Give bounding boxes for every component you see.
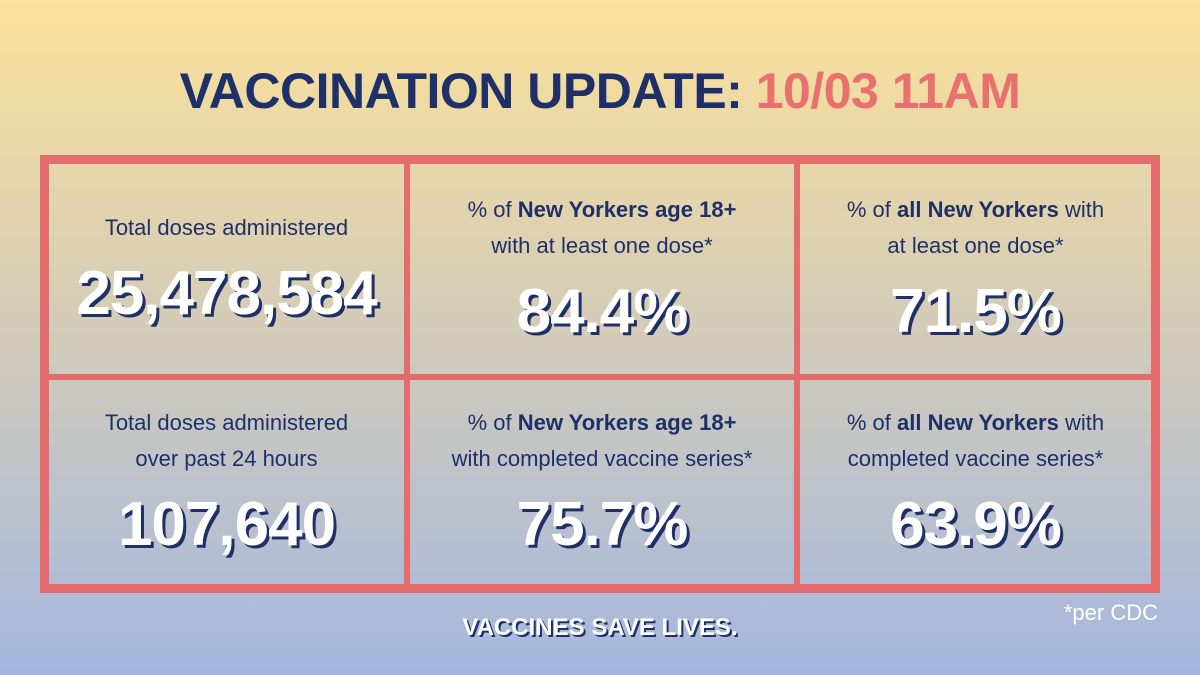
label-line: % of all New Yorkers with: [847, 405, 1104, 441]
label-part: over past 24 hours: [135, 445, 318, 471]
label-line: % of New Yorkers age 18+: [452, 405, 753, 441]
slogan: VACCINES SAVE LIVES.: [462, 614, 738, 641]
label-part: completed vaccine series*: [847, 445, 1104, 471]
label-part: all New Yorkers: [897, 409, 1059, 435]
label-part: Total doses administered: [104, 214, 349, 240]
stat-label: % of New Yorkers age 18+ with completed v…: [452, 405, 753, 477]
stat-label: Total doses administered: [105, 210, 348, 246]
label-line: with completed vaccine series*: [452, 441, 753, 477]
label-part: % of: [846, 409, 898, 435]
label-part: New Yorkers age 18+: [517, 409, 737, 435]
stat-value: 25,478,584: [76, 258, 377, 328]
stat-label: Total doses administered over past 24 hou…: [105, 405, 348, 477]
stat-label: % of New Yorkers age 18+ with at least on…: [468, 192, 737, 264]
stats-grid: Total doses administered 25,478,584 % of N…: [40, 155, 1160, 593]
label-line: Total doses administered: [105, 405, 348, 441]
stat-value: 71.5%: [890, 276, 1062, 346]
label-part: all New Yorkers: [897, 196, 1059, 222]
title-text: VACCINATION UPDATE:: [179, 63, 743, 119]
label-line: % of all New Yorkers with: [847, 192, 1104, 228]
stat-label: % of all New Yorkers with completed vacci…: [847, 405, 1104, 477]
label-part: % of: [467, 196, 518, 222]
label-line: Total doses administered: [105, 210, 348, 246]
stat-value: 84.4%: [516, 276, 689, 346]
stat-cell: % of New Yorkers age 18+ with at least on…: [407, 161, 797, 377]
stat-cell: Total doses administered 25,478,584: [46, 161, 407, 377]
stat-value: 63.9%: [890, 489, 1062, 559]
label-part: % of: [846, 196, 898, 222]
label-part: at least one dose*: [887, 232, 1064, 258]
label-line: over past 24 hours: [105, 441, 348, 477]
title-date: 10/03 11AM: [755, 63, 1021, 119]
footnote: *per CDC: [1063, 600, 1158, 625]
stat-cell: % of all New Yorkers with completed vacci…: [797, 377, 1154, 587]
label-line: at least one dose*: [847, 228, 1104, 264]
stat-label: % of all New Yorkers with at least one do…: [847, 192, 1104, 264]
stat-cell: Total doses administered over past 24 hou…: [46, 377, 407, 587]
label-part: Total doses administered: [104, 409, 349, 435]
stat-value: 75.7%: [516, 489, 689, 559]
stat-cell: % of New Yorkers age 18+ with completed v…: [407, 377, 797, 587]
stat-value: 107,640: [117, 489, 336, 559]
label-part: with: [1058, 409, 1105, 435]
title: VACCINATION UPDATE: 10/03 11AM: [0, 62, 1200, 120]
label-line: % of New Yorkers age 18+: [468, 192, 737, 228]
label-part: % of: [467, 409, 518, 435]
stat-cell: % of all New Yorkers with at least one do…: [797, 161, 1154, 377]
label-line: completed vaccine series*: [847, 441, 1104, 477]
label-part: with: [1058, 196, 1105, 222]
label-line: with at least one dose*: [468, 228, 737, 264]
label-part: New Yorkers age 18+: [517, 196, 737, 222]
label-part: with completed vaccine series*: [451, 445, 753, 471]
label-part: with at least one dose*: [491, 232, 713, 258]
